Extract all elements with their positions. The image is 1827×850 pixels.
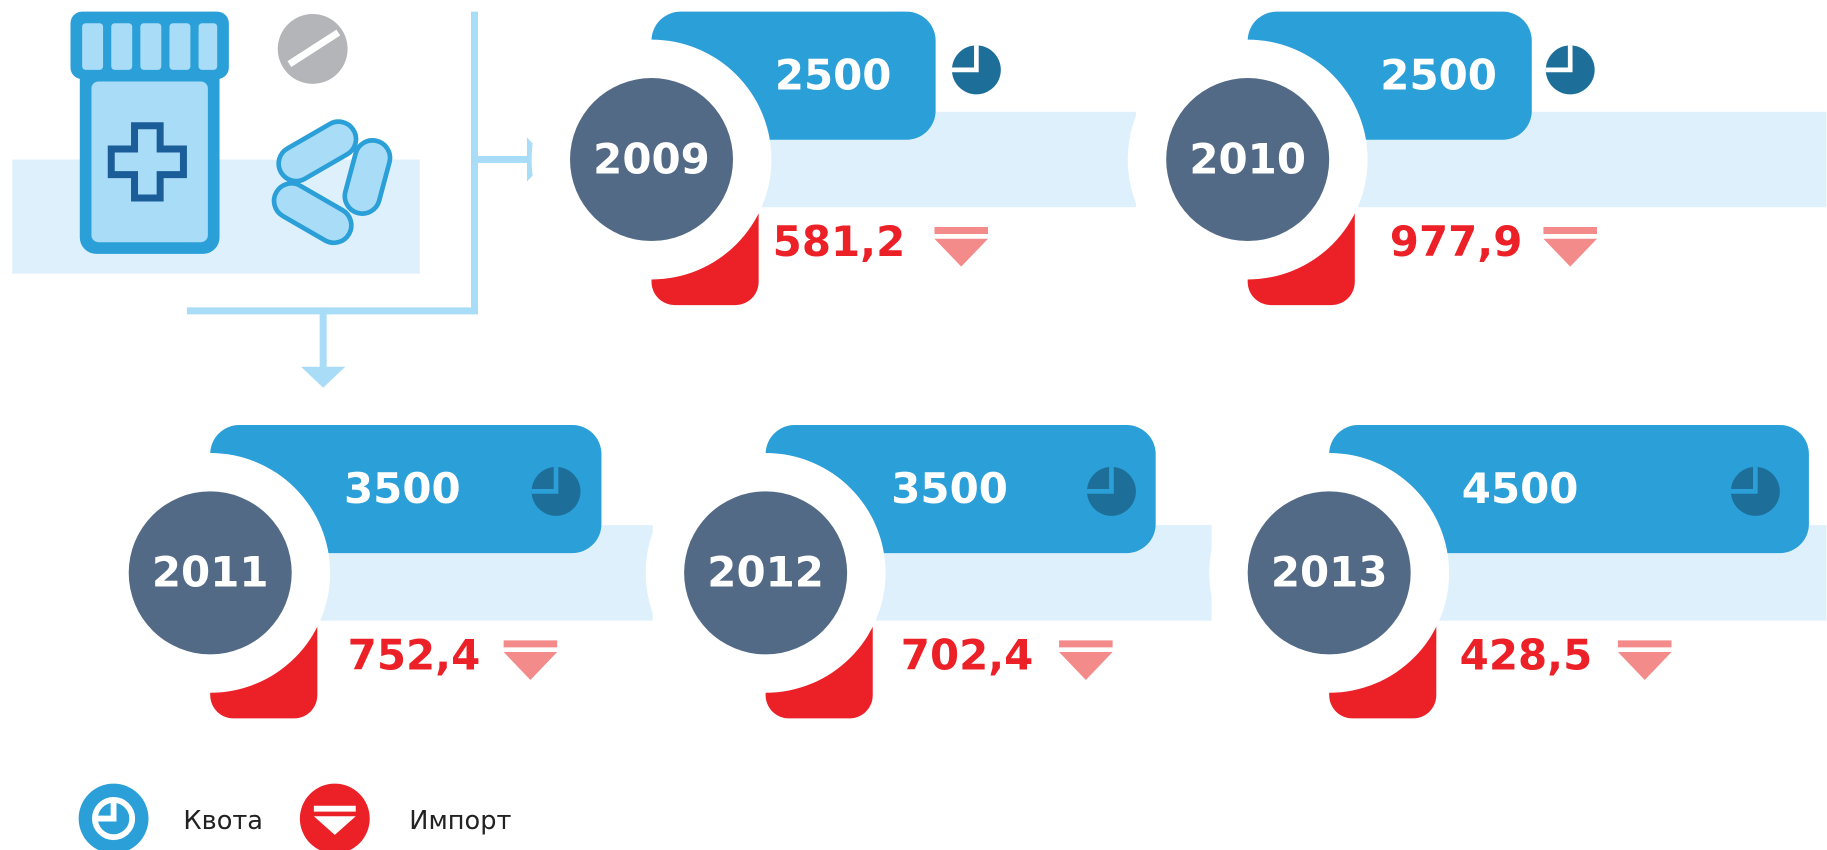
import-icon: [1059, 640, 1113, 680]
year-label: 2013: [1271, 548, 1388, 597]
year-label: 2010: [1189, 134, 1306, 183]
legend-import-label: Импорт: [409, 806, 511, 836]
import-value: 977,9: [1390, 217, 1523, 266]
import-value: 752,4: [348, 630, 481, 679]
import-icon: [1618, 640, 1672, 680]
legend: Квота Импорт: [79, 784, 512, 850]
legend-quota-label: Квота: [183, 806, 263, 836]
year-label: 2012: [707, 548, 824, 597]
year-item: 2010 2500 977,9: [1128, 12, 1827, 305]
import-icon: [504, 640, 558, 680]
year-item: 2013 4500 428,5: [1209, 425, 1826, 718]
import-value: 581,2: [773, 217, 906, 266]
quota-value: 3500: [891, 464, 1008, 513]
illustration: [12, 12, 548, 388]
year-item: 2011 3500 752,4: [90, 425, 652, 718]
quota-value: 2500: [1380, 51, 1497, 100]
quota-value: 3500: [344, 464, 461, 513]
import-icon: [1543, 227, 1597, 267]
quota-value: 4500: [1462, 464, 1579, 513]
page: {"items": [ {"year": "2009", "quota": "2…: [0, 0, 1827, 850]
arrow-down: [301, 367, 345, 388]
import-value: 702,4: [901, 630, 1034, 679]
import-icon: [934, 227, 988, 267]
import-value: 428,5: [1460, 630, 1593, 679]
year-label: 2009: [593, 134, 710, 183]
year-label: 2011: [152, 548, 269, 597]
infographic: 20092500581,220102500977,920113500752,42…: [0, 0, 1827, 850]
year-item: 2009 2500 581,2: [532, 12, 1136, 305]
timeline: 20092500581,220102500977,920113500752,42…: [90, 12, 1826, 719]
quota-value: 2500: [775, 51, 892, 100]
year-item: 2012 3500 702,4: [646, 425, 1212, 718]
